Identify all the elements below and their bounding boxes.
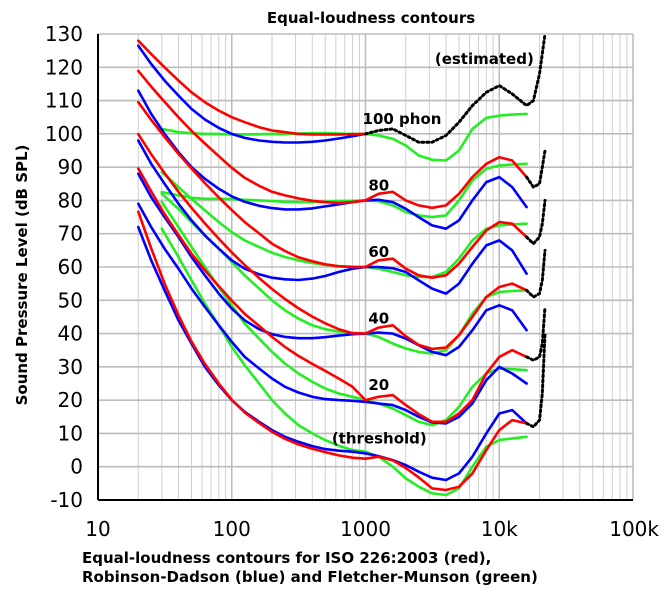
iso-contour-80 <box>137 69 528 210</box>
contour-annotation: 100 phon <box>363 110 442 128</box>
iso-contour-threshold <box>137 210 528 492</box>
x-tick-labels: 10 100 1000 10k 100k <box>85 517 659 541</box>
y-axis-label: Sound Pressure Level (dB SPL) <box>13 145 31 406</box>
y-tick-label: 60 <box>58 255 83 279</box>
contour-annotation: 60 <box>368 243 389 261</box>
robinson-contour-40 <box>137 172 528 357</box>
axes <box>97 34 633 501</box>
fletcher-contour-80 <box>160 162 528 219</box>
y-tick-label: 0 <box>70 455 83 479</box>
y-tick-label: 10 <box>58 421 83 445</box>
y-tick-label: 50 <box>58 288 83 312</box>
chart-title: Equal-loudness contours <box>267 9 475 27</box>
y-tick-label: 130 <box>45 22 83 46</box>
x-tick-label: 10 <box>85 517 110 541</box>
contour-annotation: (estimated) <box>435 50 534 68</box>
fletcher-contour-20 <box>160 200 528 427</box>
y-tick-label: 40 <box>58 322 83 346</box>
y-tick-label: 120 <box>45 55 83 79</box>
y-tick-label: 100 <box>45 122 83 146</box>
contour-lines <box>137 32 547 497</box>
x-tick-label: 100k <box>609 517 659 541</box>
x-axis-label-line-2: Robinson-Dadson (blue) and Fletcher-Muns… <box>82 568 538 586</box>
contour-annotation: 20 <box>368 376 389 394</box>
y-tick-label: 80 <box>58 188 83 212</box>
contour-annotation: 40 <box>368 310 389 328</box>
x-tick-label: 100 <box>213 517 251 541</box>
iso-contour-40 <box>137 132 528 351</box>
robinson-contour-80 <box>137 89 528 230</box>
contour-annotations: (estimated) 100 phon 80 60 40 20 (threshold) <box>332 50 534 447</box>
estimated-contour-100 <box>364 32 547 144</box>
contour-annotation: 80 <box>368 176 389 194</box>
x-tick-label: 1000 <box>340 517 391 541</box>
y-tick-label: 110 <box>45 89 83 113</box>
estimated-contour-20 <box>525 305 547 362</box>
y-tick-label: 20 <box>58 388 83 412</box>
fletcher-contour-threshold <box>160 227 528 497</box>
y-tick-label: 90 <box>58 155 83 179</box>
estimated-contour-80 <box>525 149 547 189</box>
y-tick-label: 70 <box>58 222 83 246</box>
iso-contour-60 <box>137 100 528 280</box>
robinson-contour-20 <box>137 202 528 425</box>
robinson-contour-threshold <box>137 225 528 482</box>
contour-annotation: (threshold) <box>332 429 427 447</box>
robinson-contour-60 <box>137 139 528 295</box>
estimated-contour-60 <box>525 198 547 246</box>
x-axis-label-line-1: Equal-loudness contours for ISO 226:2003… <box>82 549 491 567</box>
robinson-contour-100 <box>137 44 367 144</box>
estimated-contour-40 <box>525 248 547 299</box>
iso-contour-100 <box>137 39 367 136</box>
x-tick-label: 10k <box>481 517 518 541</box>
y-tick-label: 30 <box>58 355 83 379</box>
estimated-contour-threshold <box>525 332 547 429</box>
iso-contour-20 <box>137 167 528 424</box>
y-tick-label: -10 <box>50 488 83 512</box>
